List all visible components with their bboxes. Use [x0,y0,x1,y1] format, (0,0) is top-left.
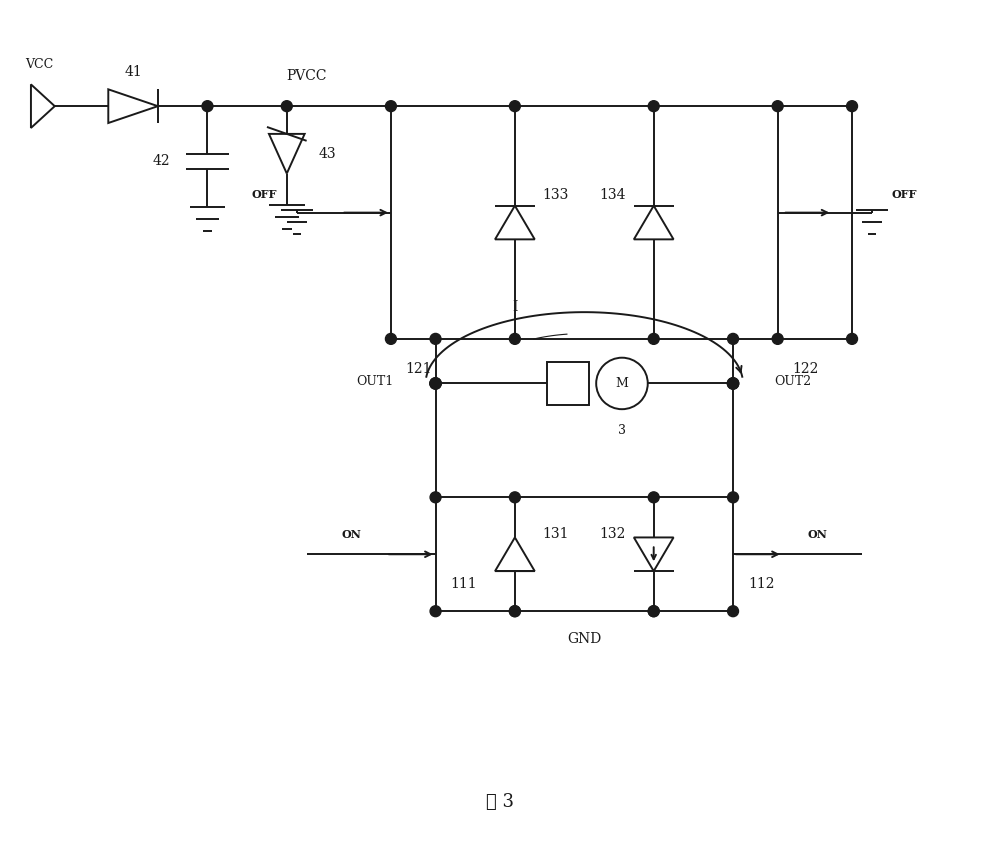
Text: 图 3: 图 3 [486,794,514,812]
Circle shape [281,100,292,112]
Text: PVCC: PVCC [286,69,327,83]
Circle shape [430,378,441,389]
Text: 122: 122 [793,361,819,376]
Circle shape [202,100,213,112]
Text: 131: 131 [543,528,569,541]
Circle shape [385,334,396,344]
Circle shape [430,378,441,389]
Text: I: I [512,300,518,314]
Text: M: M [616,377,628,390]
Circle shape [509,606,520,617]
Text: OUT2: OUT2 [775,375,812,388]
Circle shape [648,606,659,617]
Text: GND: GND [567,632,601,646]
Bar [547,362,589,405]
Circle shape [509,606,520,617]
Text: ON: ON [807,529,827,540]
Circle shape [728,378,738,389]
Circle shape [385,100,396,112]
Circle shape [728,492,738,503]
Text: 111: 111 [450,577,477,591]
Circle shape [847,334,857,344]
Circle shape [728,334,738,344]
Text: 133: 133 [543,188,569,202]
Text: ON: ON [341,529,361,540]
Text: VCC: VCC [25,58,53,71]
Text: 112: 112 [748,577,774,591]
Circle shape [430,378,441,389]
Circle shape [430,492,441,503]
Text: 41: 41 [124,64,142,78]
Text: 43: 43 [319,147,336,160]
Circle shape [430,334,441,344]
Circle shape [648,334,659,344]
Circle shape [728,378,738,389]
Circle shape [509,492,520,503]
Text: OFF: OFF [892,190,917,200]
Circle shape [509,334,520,344]
Circle shape [509,100,520,112]
Circle shape [430,606,441,617]
Circle shape [648,492,659,503]
Text: OUT1: OUT1 [357,375,394,388]
Circle shape [772,100,783,112]
Circle shape [648,100,659,112]
Circle shape [648,606,659,617]
Circle shape [847,100,857,112]
Text: 132: 132 [600,528,626,541]
Circle shape [728,378,738,389]
Text: OFF: OFF [251,190,277,200]
Text: 121: 121 [406,361,432,376]
Text: 134: 134 [599,188,626,202]
Text: 3: 3 [618,425,626,438]
Text: 42: 42 [152,154,170,167]
Circle shape [772,334,783,344]
Circle shape [728,606,738,617]
